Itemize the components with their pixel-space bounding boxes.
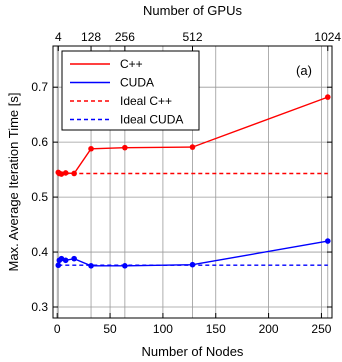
x-tick-label: 200 bbox=[259, 322, 279, 336]
top-tick-label: 1024 bbox=[314, 30, 341, 44]
y-tick-label: 0.3 bbox=[31, 300, 48, 314]
top-tick-label: 256 bbox=[115, 30, 135, 44]
y-tick-label: 0.5 bbox=[31, 190, 48, 204]
plot-series bbox=[55, 94, 331, 269]
data-point bbox=[122, 144, 128, 151]
x-tick-label: 50 bbox=[103, 322, 117, 336]
x-tick-label: 100 bbox=[153, 322, 173, 336]
data-point bbox=[62, 257, 69, 264]
legend-label: Ideal CUDA bbox=[120, 113, 183, 127]
x-tick-label: 250 bbox=[311, 322, 331, 336]
y-axis-title: Max. Average Iteration Time [s] bbox=[6, 93, 21, 272]
panel-annotation: (a) bbox=[296, 63, 312, 78]
top-axis-title: Number of GPUs bbox=[143, 3, 242, 18]
x-axis-title: Number of Nodes bbox=[142, 344, 244, 359]
axes: 0 50 100 150 200 250 4 128 256 512 1024 0.3 0.4 0.5 0.… bbox=[31, 30, 341, 336]
y-tick-label: 0.4 bbox=[31, 245, 48, 259]
x-tick-label: 0 bbox=[54, 322, 61, 336]
grid bbox=[53, 46, 332, 318]
data-point bbox=[324, 238, 331, 244]
top-tick-label: 4 bbox=[55, 30, 62, 44]
top-tick-label: 128 bbox=[81, 30, 101, 44]
data-point bbox=[71, 255, 77, 262]
legend-label: Ideal C++ bbox=[120, 94, 172, 108]
data-point bbox=[58, 255, 65, 262]
data-point bbox=[324, 94, 331, 100]
y-tick-label: 0.7 bbox=[31, 80, 48, 94]
data-point bbox=[189, 144, 196, 150]
data-point bbox=[88, 262, 94, 269]
legend: C++ CUDA Ideal C++ Ideal CUDA bbox=[61, 50, 200, 131]
data-point bbox=[88, 145, 94, 152]
legend-label: C++ bbox=[120, 57, 143, 71]
x-tick-label: 150 bbox=[206, 322, 226, 336]
top-tick-label: 512 bbox=[182, 30, 202, 44]
data-point bbox=[55, 262, 62, 269]
y-tick-label: 0.6 bbox=[31, 135, 48, 149]
legend-label: CUDA bbox=[120, 76, 154, 90]
